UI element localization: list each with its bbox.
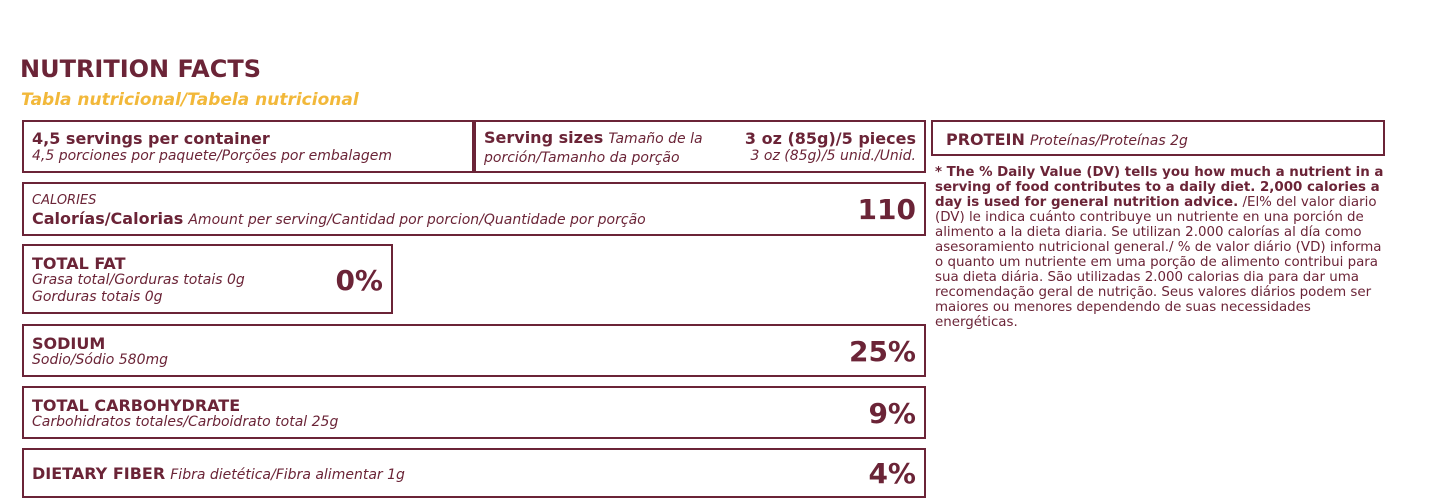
- fiber-name: DIETARY FIBER: [32, 464, 166, 483]
- fat-name: TOTAL FAT: [32, 254, 126, 273]
- fiber-detail: Fibra dietética/Fibra alimentar 1g: [170, 467, 405, 483]
- fiber-line: DIETARY FIBER Fibra dietética/Fibra alim…: [32, 464, 405, 483]
- carb-detail: Carbohidratos totales/Carboidrato total …: [32, 414, 339, 430]
- label-translation: Tamaño de la porción/Tamanho da porção: [484, 131, 703, 166]
- footnote-bold: * The % Daily Value (DV) tells you how m…: [935, 165, 1384, 210]
- carb-percent: 9%: [868, 397, 916, 430]
- serving-size-label: Serving sizes Tamaño de la porción/Taman…: [484, 129, 714, 167]
- servings-translation: 4,5 porciones por paquete/Porções por em…: [32, 148, 392, 164]
- subtitle: Tabla nutricional/Tabela nutricional: [21, 90, 359, 110]
- protein-box: PROTEIN Proteínas/Proteínas 2g: [931, 120, 1385, 156]
- calories-value: 110: [857, 193, 916, 226]
- sodium-detail: Sodio/Sódio 580mg: [32, 352, 169, 368]
- fat-detail2: Gorduras totais 0g: [32, 289, 163, 305]
- servings: 4,5 servings per container: [32, 129, 270, 148]
- calories-line: Calorías/Calorias Amount per serving/Can…: [32, 209, 646, 228]
- label: Serving sizes: [484, 128, 604, 147]
- fat-detail: Grasa total/Gorduras totais 0g: [32, 272, 245, 288]
- sodium-box: SODIUM Sodio/Sódio 580mg 25%: [22, 324, 926, 377]
- serving-size-translation: 3 oz (85g)/5 unid./Unid.: [750, 148, 916, 164]
- calories-label: CALORIES: [32, 193, 97, 208]
- title: NUTRITION FACTS: [20, 55, 261, 83]
- protein-line: PROTEIN Proteínas/Proteínas 2g: [946, 130, 1188, 149]
- sodium-name: SODIUM: [32, 334, 106, 353]
- fiber-percent: 4%: [868, 457, 916, 490]
- calories-detail: Amount per serving/Cantidad por porcion/…: [188, 212, 646, 228]
- calories-name: Calorías/Calorias: [32, 209, 184, 228]
- footnote: * The % Daily Value (DV) tells you how m…: [935, 165, 1390, 330]
- protein-detail: Proteínas/Proteínas 2g: [1029, 133, 1188, 149]
- carb-name: TOTAL CARBOHYDRATE: [32, 396, 241, 415]
- footnote-text: /El% del valor diario (DV) le indica cuá…: [935, 195, 1382, 330]
- protein-name: PROTEIN: [946, 130, 1025, 149]
- calories-box: CALORIES Calorías/Calorias Amount per se…: [22, 182, 926, 236]
- fiber-box: DIETARY FIBER Fibra dietética/Fibra alim…: [22, 448, 926, 498]
- sodium-percent: 25%: [848, 335, 916, 368]
- serving-size-value: 3 oz (85g)/5 pieces: [744, 129, 916, 148]
- fat-percent: 0%: [335, 264, 383, 297]
- carb-box: TOTAL CARBOHYDRATE Carbohidratos totales…: [22, 386, 926, 439]
- servings-box: 4,5 servings per container 4,5 porciones…: [22, 120, 474, 173]
- serving-size-box: Serving sizes Tamaño de la porción/Taman…: [474, 120, 926, 173]
- fat-box: TOTAL FAT Grasa total/Gorduras totais 0g…: [22, 244, 393, 314]
